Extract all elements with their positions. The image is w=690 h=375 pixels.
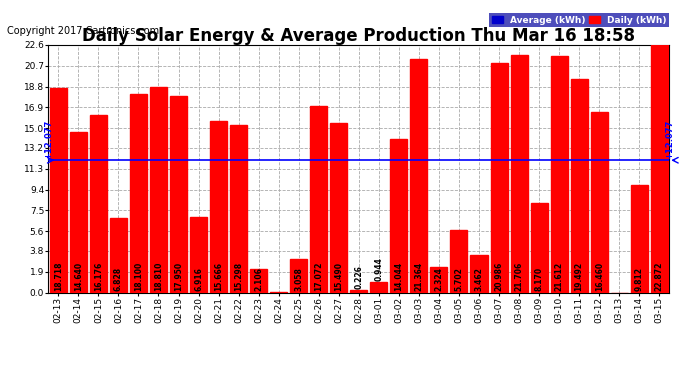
Bar bbox=[391, 139, 407, 292]
Bar bbox=[431, 267, 447, 292]
Text: 19.492: 19.492 bbox=[575, 262, 584, 291]
Bar bbox=[651, 42, 668, 292]
Bar bbox=[50, 87, 67, 292]
Bar bbox=[331, 123, 347, 292]
Bar bbox=[150, 87, 167, 292]
Text: 17.950: 17.950 bbox=[174, 262, 183, 291]
Text: 6.828: 6.828 bbox=[114, 267, 123, 291]
Bar bbox=[310, 105, 327, 292]
Text: 2.324: 2.324 bbox=[435, 267, 444, 291]
Text: 16.460: 16.460 bbox=[595, 262, 604, 291]
Text: 20.986: 20.986 bbox=[495, 262, 504, 291]
Text: 9.812: 9.812 bbox=[635, 267, 644, 291]
Text: 14.044: 14.044 bbox=[395, 262, 404, 291]
Text: 15.666: 15.666 bbox=[214, 262, 223, 291]
Bar bbox=[551, 56, 568, 292]
Text: +12.077: +12.077 bbox=[43, 119, 53, 159]
Text: 0.226: 0.226 bbox=[354, 265, 364, 289]
Text: 2.106: 2.106 bbox=[254, 267, 263, 291]
Bar bbox=[190, 217, 207, 292]
Bar bbox=[110, 218, 127, 292]
Title: Daily Solar Energy & Average Production Thu Mar 16 18:58: Daily Solar Energy & Average Production … bbox=[82, 27, 635, 45]
Text: 16.176: 16.176 bbox=[94, 262, 103, 291]
Bar bbox=[451, 230, 468, 292]
Bar bbox=[511, 55, 528, 292]
Text: 18.718: 18.718 bbox=[54, 261, 63, 291]
Text: 22.872: 22.872 bbox=[655, 261, 664, 291]
Text: 5.702: 5.702 bbox=[455, 267, 464, 291]
Text: Copyright 2017 Cartronics.com: Copyright 2017 Cartronics.com bbox=[7, 26, 159, 36]
Text: 18.810: 18.810 bbox=[154, 261, 163, 291]
Text: 15.490: 15.490 bbox=[334, 262, 343, 291]
Text: 6.916: 6.916 bbox=[194, 267, 203, 291]
Bar bbox=[290, 259, 307, 292]
Text: 21.364: 21.364 bbox=[415, 262, 424, 291]
Bar bbox=[631, 185, 648, 292]
Bar bbox=[471, 255, 488, 292]
Text: 21.706: 21.706 bbox=[515, 262, 524, 291]
Bar bbox=[230, 125, 247, 292]
Bar bbox=[591, 112, 608, 292]
Text: 14.640: 14.640 bbox=[74, 262, 83, 291]
Bar bbox=[170, 96, 187, 292]
Bar bbox=[491, 63, 508, 292]
Bar bbox=[130, 94, 147, 292]
Text: 3.058: 3.058 bbox=[294, 267, 303, 291]
Bar bbox=[531, 203, 548, 292]
Text: 15.298: 15.298 bbox=[234, 262, 243, 291]
Bar bbox=[90, 116, 107, 292]
Text: +12.077: +12.077 bbox=[664, 119, 674, 159]
Bar bbox=[371, 282, 387, 292]
Bar bbox=[351, 290, 367, 292]
Text: 3.462: 3.462 bbox=[475, 267, 484, 291]
Text: 0.944: 0.944 bbox=[375, 257, 384, 281]
Bar bbox=[70, 132, 87, 292]
Legend: Average (kWh), Daily (kWh): Average (kWh), Daily (kWh) bbox=[489, 13, 669, 27]
Bar bbox=[411, 58, 427, 292]
Text: 8.170: 8.170 bbox=[535, 267, 544, 291]
Bar bbox=[210, 121, 227, 292]
Bar bbox=[571, 79, 588, 292]
Bar bbox=[250, 269, 267, 292]
Text: 18.100: 18.100 bbox=[134, 262, 143, 291]
Text: 17.072: 17.072 bbox=[314, 261, 323, 291]
Text: 21.612: 21.612 bbox=[555, 262, 564, 291]
